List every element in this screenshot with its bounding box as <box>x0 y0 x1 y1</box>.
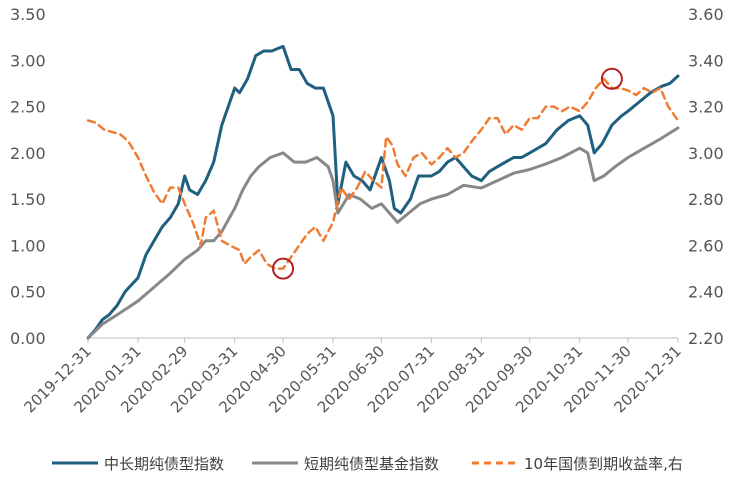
y-right-tick-label-7: 3.60 <box>688 5 724 24</box>
y-left-tick-label-5: 2.50 <box>10 98 46 117</box>
y-right-tick-label-1: 2.40 <box>688 283 724 302</box>
legend-label-1: 短期纯债型基金指数 <box>304 455 439 473</box>
y-left-tick-label-3: 1.50 <box>10 190 46 209</box>
series-line-1 <box>86 126 680 340</box>
annotation-circle-1 <box>600 67 623 90</box>
plot-area <box>86 44 680 340</box>
y-left-tick-label-1: 0.50 <box>10 283 46 302</box>
y-left-tick-label-0: 0.00 <box>10 329 46 348</box>
legend-label-2: 10年国债到期收益率,右 <box>524 455 683 473</box>
legend: 中长期纯债型指数 短期纯债型基金指数 10年国债到期收益率,右 <box>52 455 683 473</box>
series-line-0 <box>86 44 680 340</box>
left-axis-ticks: 0.00 0.50 1.00 1.50 2.00 2.50 3.00 3.50 <box>10 5 46 348</box>
y-left-tick-label-7: 3.50 <box>10 5 46 24</box>
right-axis-ticks: 2.20 2.40 2.60 2.80 3.00 3.20 3.40 3.60 <box>688 5 724 348</box>
y-right-tick-label-3: 2.80 <box>688 190 724 209</box>
y-left-tick-label-4: 2.00 <box>10 144 46 163</box>
y-right-tick-label-6: 3.40 <box>688 51 724 70</box>
annotations <box>272 67 623 280</box>
y-left-tick-label-2: 1.00 <box>10 236 46 255</box>
annotation-circle-0 <box>272 257 295 280</box>
series-line-2 <box>86 77 680 270</box>
x-axis-ticks: 2019-12-312020-01-312020-02-292020-03-31… <box>20 338 685 416</box>
y-right-tick-label-0: 2.20 <box>688 329 724 348</box>
legend-label-0: 中长期纯债型指数 <box>104 455 224 473</box>
y-right-tick-label-2: 2.60 <box>688 236 724 255</box>
y-right-tick-label-4: 3.00 <box>688 144 724 163</box>
y-right-tick-label-5: 3.20 <box>688 98 724 117</box>
y-left-tick-label-6: 3.00 <box>10 51 46 70</box>
